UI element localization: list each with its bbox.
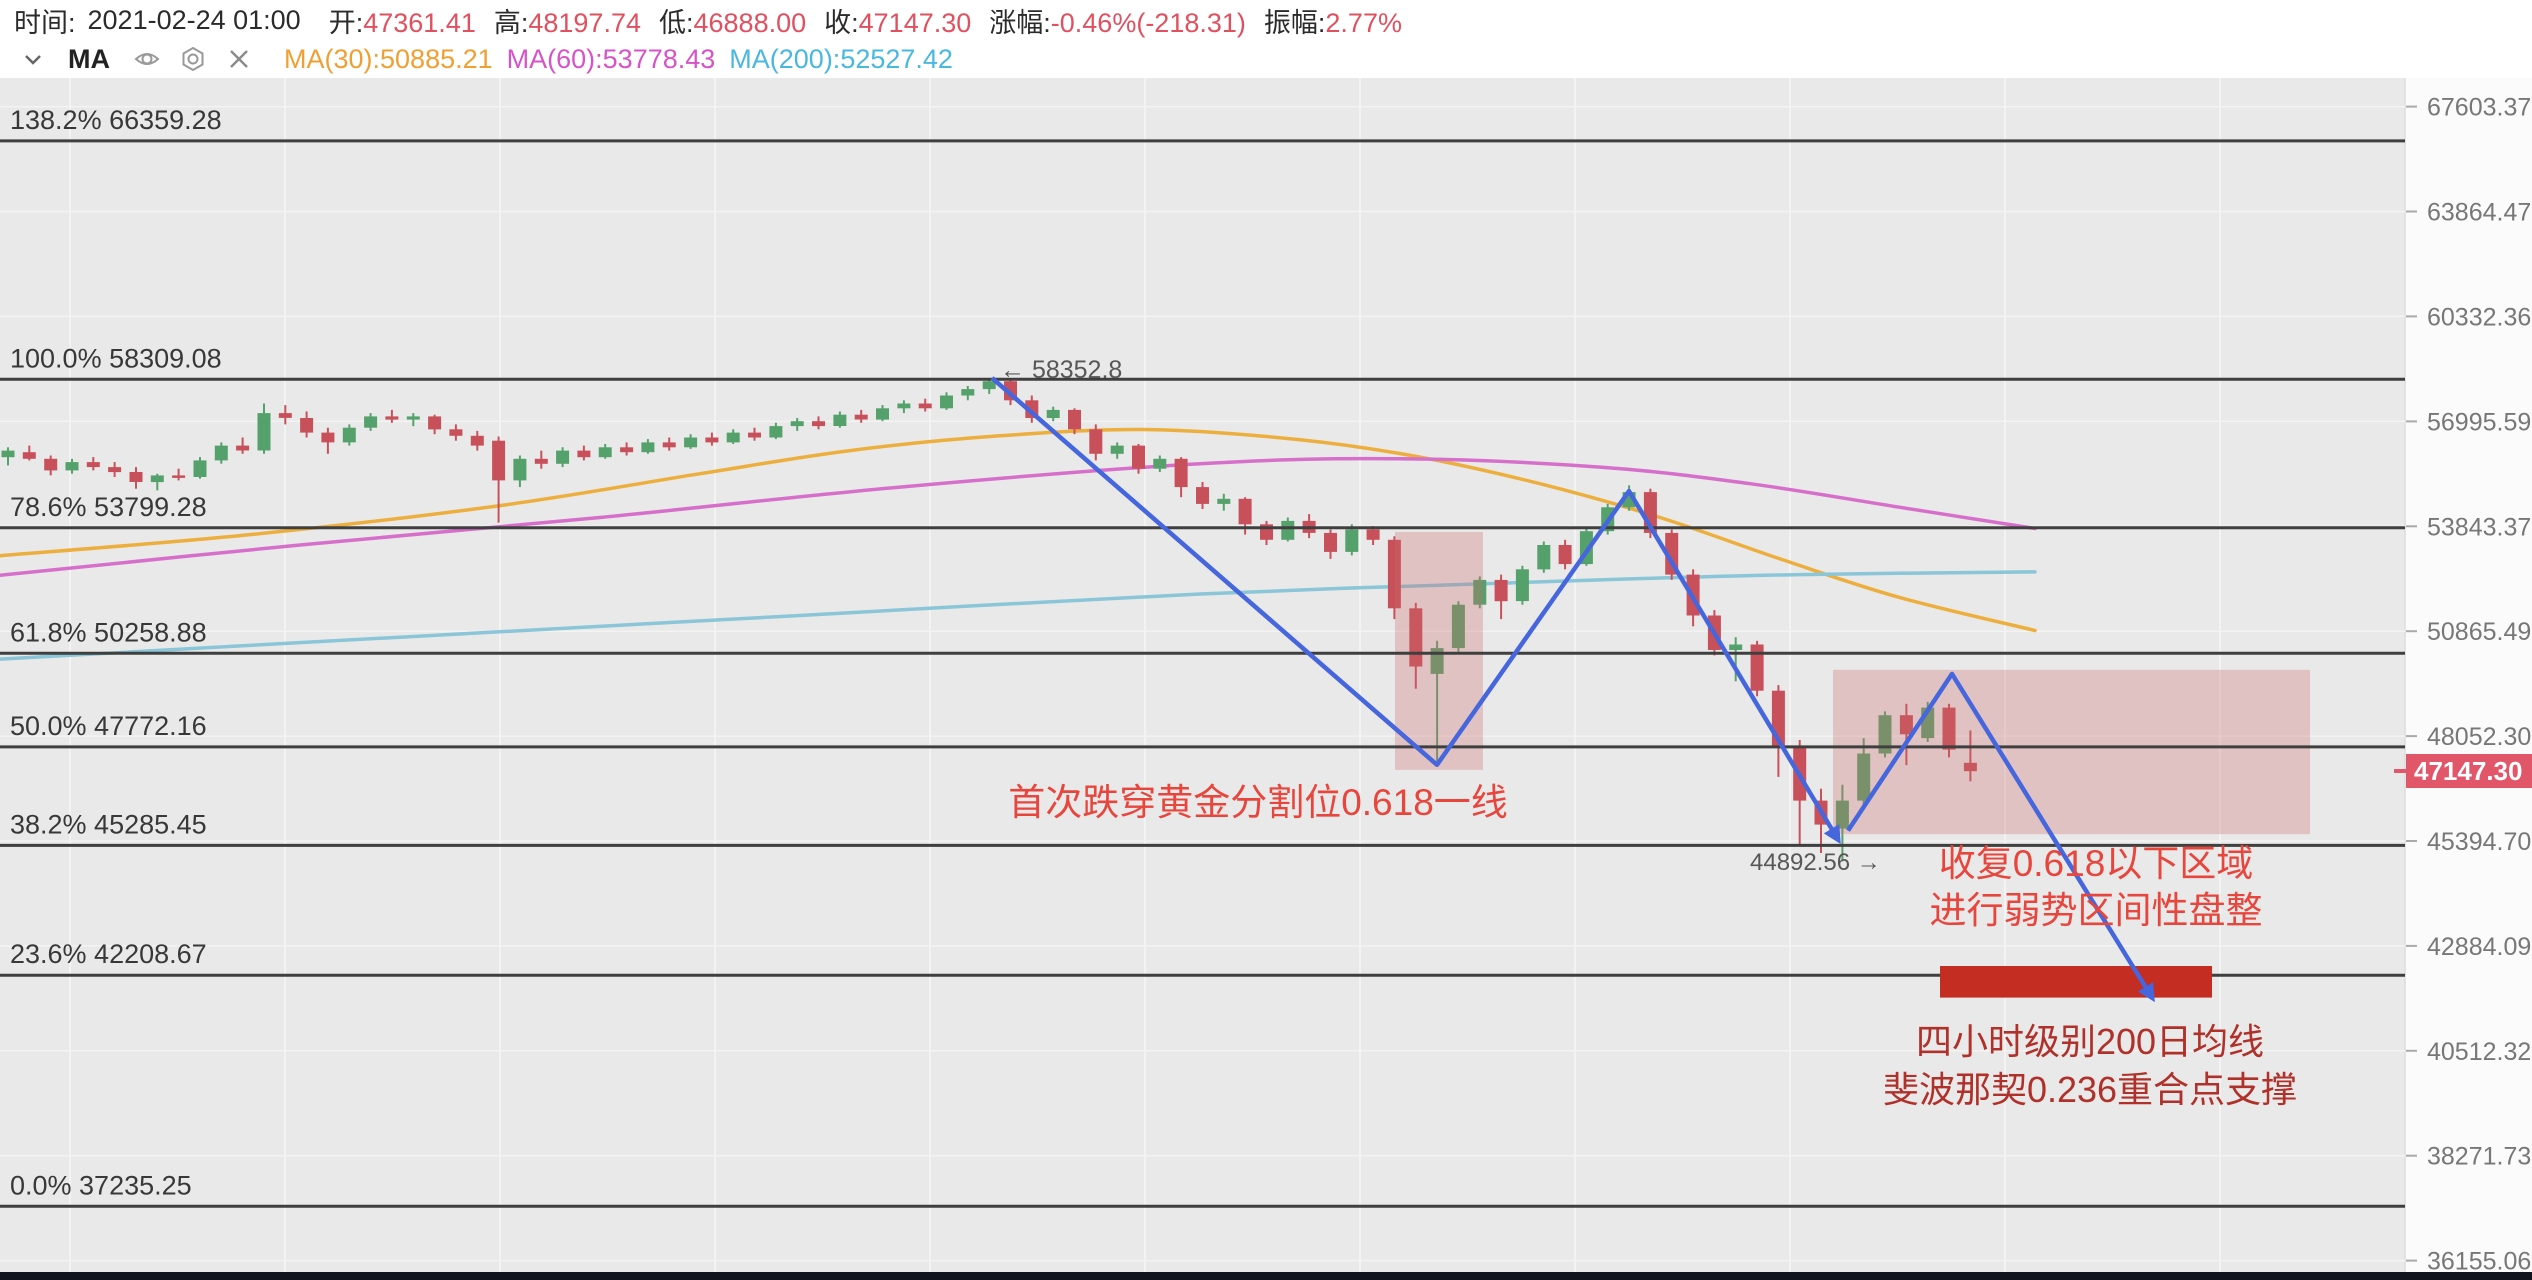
axis-tick-label: 63864.47: [2427, 199, 2531, 227]
axis-tick-label: 36155.06: [2427, 1248, 2531, 1276]
time-value: 2021-02-24 01:00: [87, 4, 301, 35]
ma-line-ma30: [0, 427, 2037, 633]
recover-annotation: 收复0.618以下区域 进行弱势区间性盘整: [1868, 840, 2324, 934]
axis-bg[interactable]: [2405, 0, 2532, 1272]
fib-label: 78.6% 53799.28: [10, 492, 207, 522]
trend-zigzag: [990, 376, 1841, 845]
ohlc-field: 开:47361.41: [328, 7, 476, 38]
recover-annotation-line1: 收复0.618以下区域: [1938, 843, 2254, 884]
ma-line-ma200: [0, 570, 2037, 661]
support-zone-bar: [1940, 966, 2212, 998]
support-annotation-line2: 斐波那契0.236重合点支撑: [1882, 1069, 2298, 1110]
gridlines: [0, 78, 2405, 1272]
ohlc-field: 涨幅:-0.46%(-218.31): [989, 7, 1246, 38]
axis-tick-label: 60332.36: [2427, 303, 2531, 331]
indicator-bar: MA MA(30):50885.21 MA(60):53778.43 MA(200)…: [0, 40, 2532, 78]
collapse-chevron-icon[interactable]: [18, 44, 48, 74]
candlestick-series: [1, 378, 1977, 862]
axis-tick-label: 67603.37: [2427, 94, 2531, 122]
highlight-zone: [1833, 669, 2310, 835]
ohlc-field: 振幅:2.77%: [1263, 7, 1402, 38]
axis-tick-label: 53843.37: [2427, 513, 2531, 541]
remove-x-icon[interactable]: [224, 44, 254, 74]
fib-label: 0.0% 37235.25: [10, 1170, 192, 1200]
fib-label: 50.0% 47772.16: [10, 711, 207, 741]
low-price-label: 44892.56 →: [1750, 849, 1881, 876]
axis-tick-label: 42884.09: [2427, 933, 2531, 961]
support-annotation: 四小时级别200日均线 斐波那契0.236重合点支撑: [1842, 1018, 2338, 1114]
axis-tick-label: 40512.32: [2427, 1038, 2531, 1066]
fib-break-annotation: 首次跌穿黄金分割位0.618一线: [1008, 782, 1508, 823]
axis-tick-label: 56995.59: [2427, 408, 2531, 436]
ohlc-fields: 开:47361.41 高:48197.74 低:46888.00 收:47147.30…: [311, 1, 1402, 40]
axis-tick-label: 48052.30: [2427, 723, 2531, 751]
ohlc-readout-bar: 时间: 2021-02-24 01:00 开:47361.41 高:48197.74…: [0, 0, 2532, 40]
fib-label: 61.8% 50258.88: [10, 617, 207, 647]
ma-value-label[interactable]: MA(30):50885.21: [284, 43, 493, 74]
peak-price-label: ← 58352.8: [1000, 356, 1123, 384]
last-price-tick: [2394, 769, 2406, 773]
support-annotation-line1: 四小时级别200日均线: [1915, 1021, 2265, 1062]
trend-zigzag: [1846, 671, 2155, 1003]
ma-values: MA(30):50885.21 MA(60):53778.43 MA(200):52…: [270, 44, 953, 75]
time-label: 时间:: [14, 7, 76, 38]
recover-annotation-line2: 进行弱势区间性盘整: [1929, 890, 2263, 931]
fib-label: 100.0% 58309.08: [10, 343, 222, 373]
highlight-zone: [1395, 531, 1483, 770]
price-axis[interactable]: 67603.37 63864.47 60332.36 56995.59 53843.37…: [2406, 94, 2531, 1276]
ohlc-field: 收:47147.30: [824, 7, 972, 38]
ma-value-label[interactable]: MA(200):52527.42: [729, 43, 953, 74]
fib-label: 23.6% 42208.67: [10, 939, 207, 969]
bottom-bar: [0, 1272, 2532, 1280]
ma-line-ma60: [0, 456, 2037, 578]
visibility-eye-icon[interactable]: [132, 44, 162, 74]
axis-tick-label: 50865.49: [2427, 618, 2531, 646]
fib-label: 38.2% 45285.45: [10, 809, 207, 839]
ma-value-label[interactable]: MA(60):53778.43: [506, 43, 716, 74]
settings-gear-icon[interactable]: [178, 44, 208, 74]
axis-tick-label: 45394.70: [2427, 828, 2531, 856]
last-price-tag: 47147.30: [2406, 754, 2532, 788]
ohlc-field: 高:48197.74: [493, 7, 641, 38]
axis-tick-label: 38271.73: [2427, 1143, 2531, 1171]
ohlc-field: 低:46888.00: [658, 7, 807, 38]
fib-label: 138.2% 66359.28: [10, 105, 222, 135]
indicator-name[interactable]: MA: [68, 43, 110, 74]
